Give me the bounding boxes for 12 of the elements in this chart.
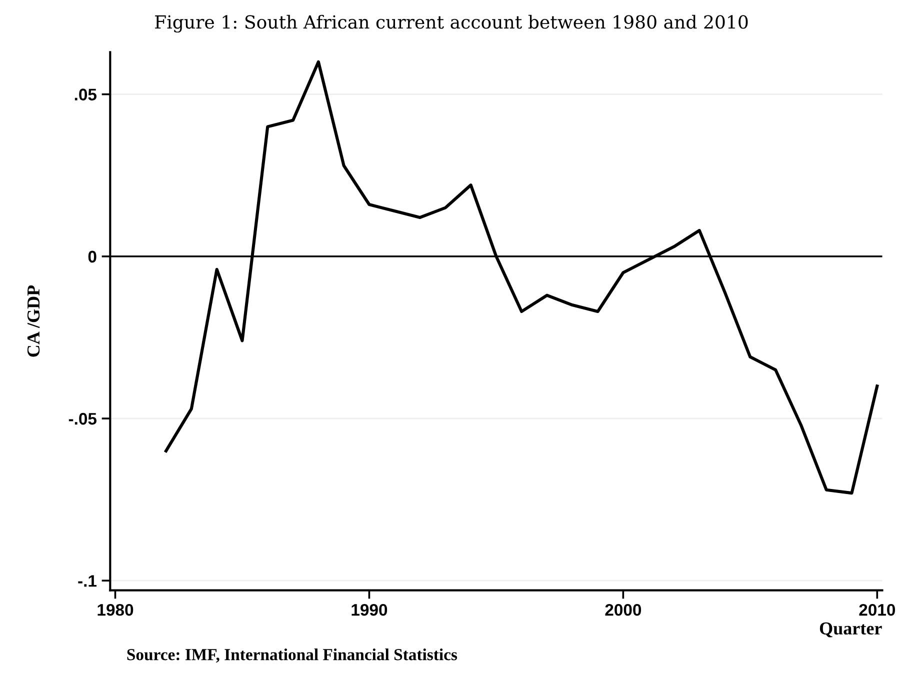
x-tick-label: 1980 <box>98 604 134 616</box>
source-note: Source: IMF, International Financial Statistics <box>127 648 458 663</box>
x-tick-label: 2010 <box>859 604 896 616</box>
y-axis-title: CA /GDP <box>27 285 40 357</box>
y-tick-label: 0 <box>88 250 96 263</box>
x-axis-title: Quarter <box>820 622 882 638</box>
y-tick-label: -.1 <box>78 575 97 587</box>
y-tick-label: -.05 <box>68 412 97 425</box>
x-tick-label: 1990 <box>352 604 388 616</box>
y-tick-label: .05 <box>74 88 97 100</box>
x-tick-label: 2000 <box>605 604 642 616</box>
chart-title: Figure 1: South African current account between 1980 and 2010 <box>155 14 748 33</box>
